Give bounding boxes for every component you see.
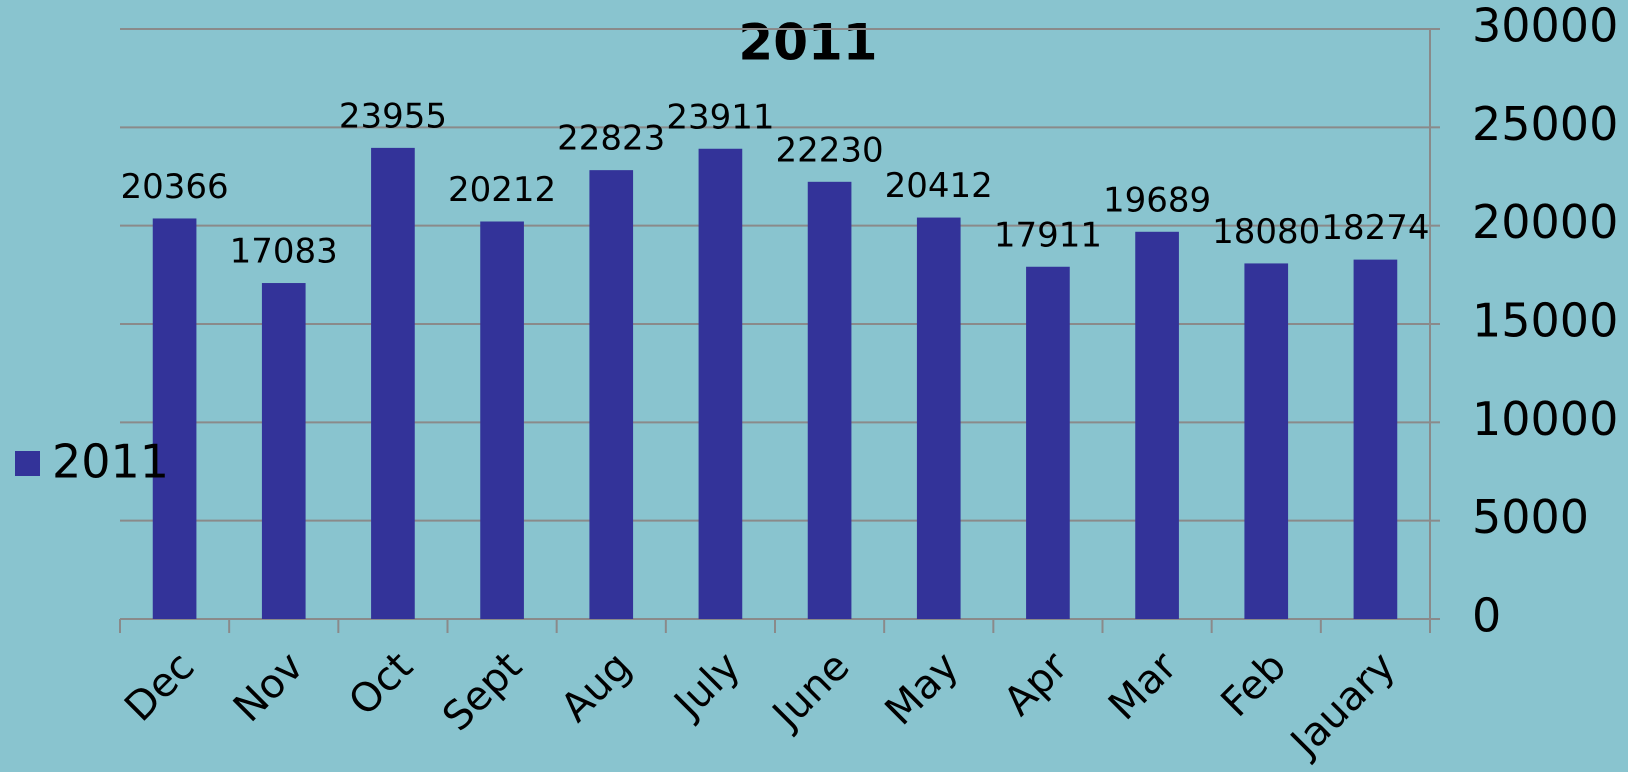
bar	[589, 170, 634, 620]
y-tick-label: 30000	[1472, 0, 1618, 53]
y-tick-label: 10000	[1472, 392, 1618, 446]
legend-label: 2011	[52, 435, 169, 489]
bar	[371, 147, 415, 619]
bar	[1135, 231, 1179, 619]
data-label: 22230	[775, 130, 883, 170]
data-label: 20412	[885, 166, 993, 206]
data-label: 20366	[120, 167, 228, 207]
data-label: 19689	[1103, 180, 1211, 220]
bar	[807, 181, 852, 619]
data-label: 17911	[994, 215, 1102, 255]
y-tick-label: 5000	[1472, 490, 1589, 544]
bar	[1353, 259, 1398, 619]
bar	[916, 217, 961, 619]
data-label: 23955	[339, 96, 447, 136]
data-label: 18080	[1212, 212, 1320, 252]
data-label: 22823	[557, 119, 665, 159]
data-label: 23911	[666, 97, 774, 137]
y-tick-label: 0	[1472, 589, 1501, 643]
bar	[1026, 266, 1070, 619]
y-tick-label: 25000	[1472, 97, 1618, 151]
legend-swatch	[15, 451, 40, 476]
bar	[261, 283, 306, 619]
y-tick-label: 15000	[1472, 294, 1618, 348]
bar	[480, 221, 524, 620]
bar	[1244, 263, 1289, 619]
chart-title: 2011	[738, 14, 877, 72]
bar	[152, 218, 197, 619]
y-tick-label: 20000	[1472, 195, 1618, 249]
data-label: 18274	[1321, 208, 1429, 248]
data-label: 17083	[230, 232, 338, 272]
bar	[698, 148, 743, 619]
data-label: 20212	[448, 170, 556, 210]
